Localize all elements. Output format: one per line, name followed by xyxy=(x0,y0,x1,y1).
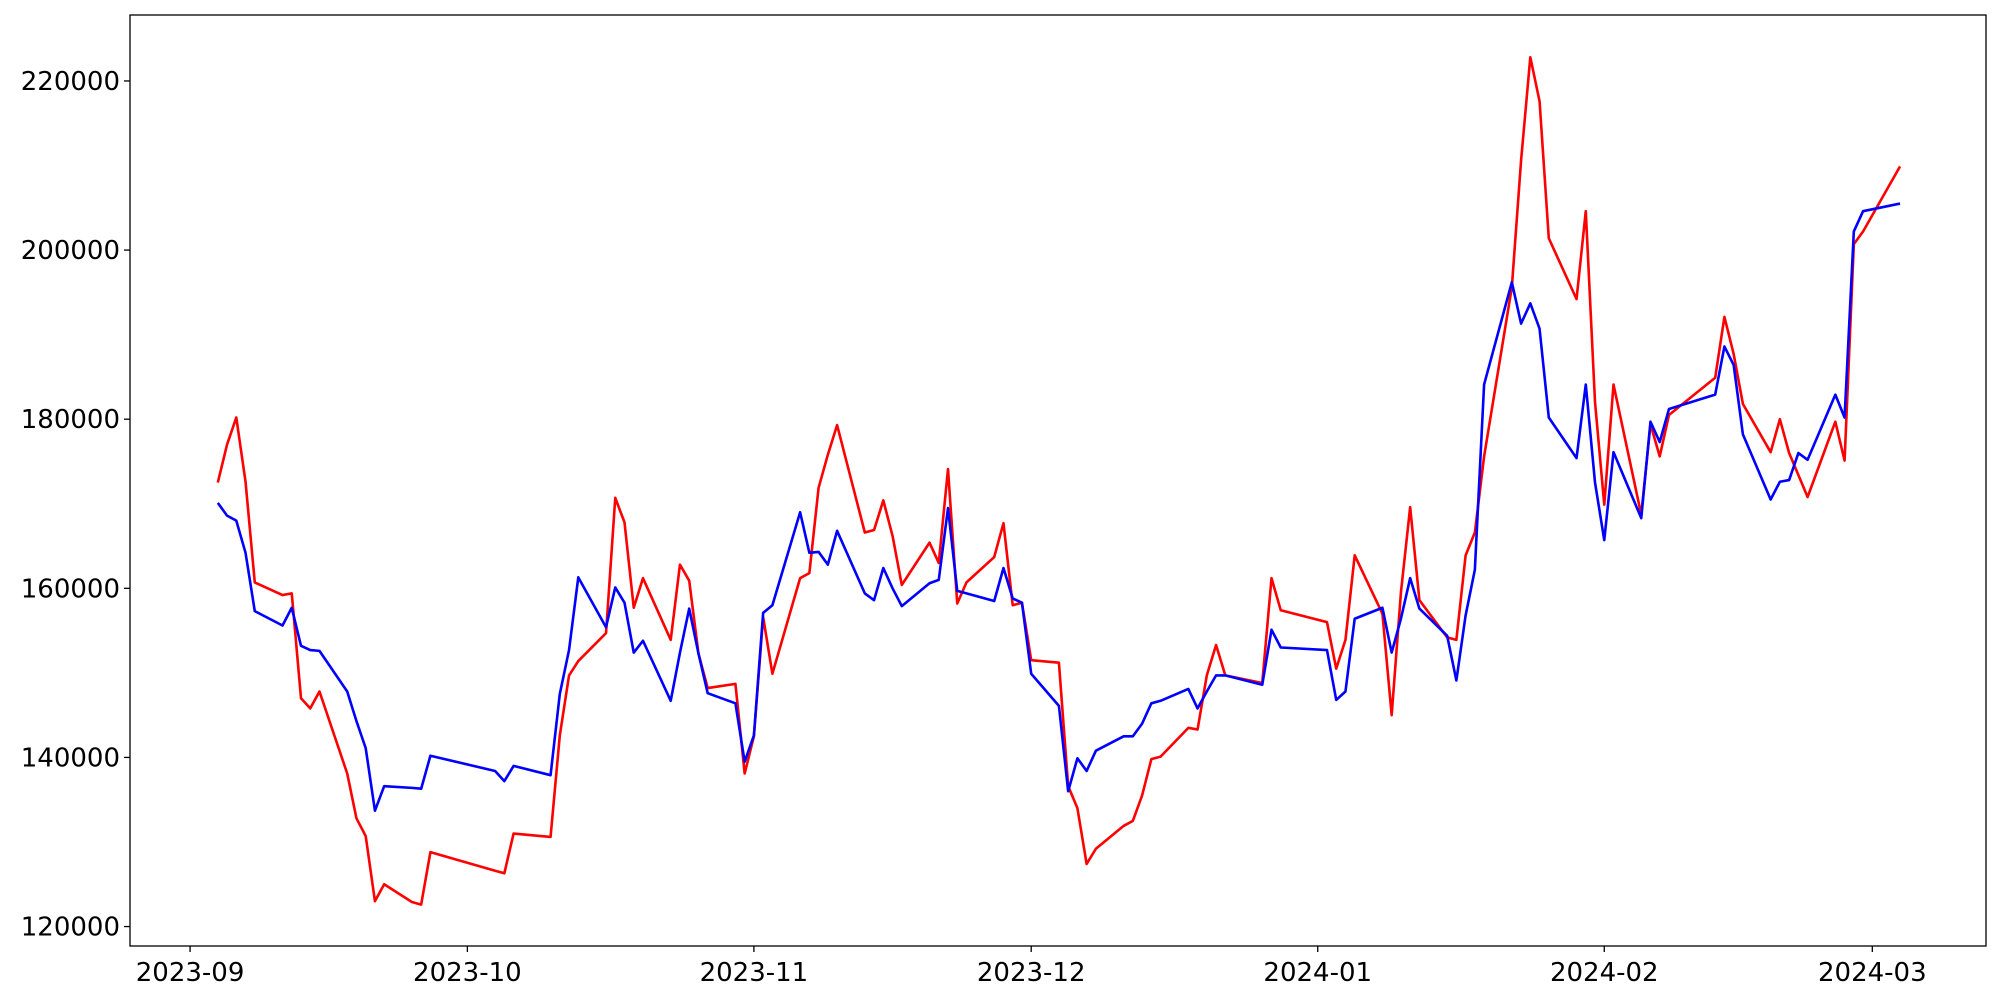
y-tick-label: 200000 xyxy=(21,236,120,266)
plot-frame xyxy=(129,14,1987,947)
x-tick-label: 2023-12 xyxy=(977,958,1086,988)
x-tick-label: 2024-03 xyxy=(1818,958,1927,988)
x-tick-label: 2024-02 xyxy=(1550,958,1659,988)
y-tick-label: 120000 xyxy=(21,913,120,943)
x-tick-label: 2023-09 xyxy=(136,958,245,988)
x-tick-label: 2023-11 xyxy=(700,958,809,988)
y-tick-label: 220000 xyxy=(21,67,120,97)
y-tick-label: 160000 xyxy=(21,574,120,604)
y-tick-label: 180000 xyxy=(21,405,120,435)
y-tick-label: 140000 xyxy=(21,743,120,773)
data-line xyxy=(216,202,1901,812)
data-line xyxy=(216,55,1902,906)
x-tick-label: 2023-10 xyxy=(413,958,522,988)
x-tick-label: 2024-01 xyxy=(1263,958,1372,988)
